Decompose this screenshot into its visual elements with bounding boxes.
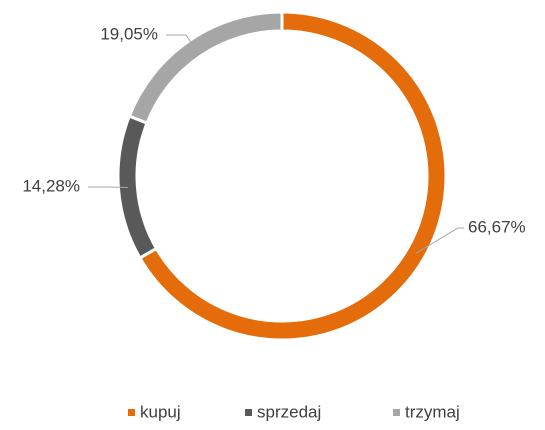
legend-marker (245, 409, 252, 416)
legend-marker (128, 409, 135, 416)
donut-segment (127, 10, 284, 125)
legend-marker (393, 409, 400, 416)
data-label: 19,05% (100, 24, 158, 43)
legend-label: trzymaj (405, 402, 460, 421)
data-label: 14,28% (22, 176, 80, 195)
leader-line (88, 186, 128, 189)
leader-line (166, 34, 196, 49)
leader-line (415, 227, 464, 254)
data-label: 66,67% (468, 217, 526, 236)
legend-label: kupuj (140, 402, 181, 421)
legend-label: sprzedaj (257, 402, 321, 421)
